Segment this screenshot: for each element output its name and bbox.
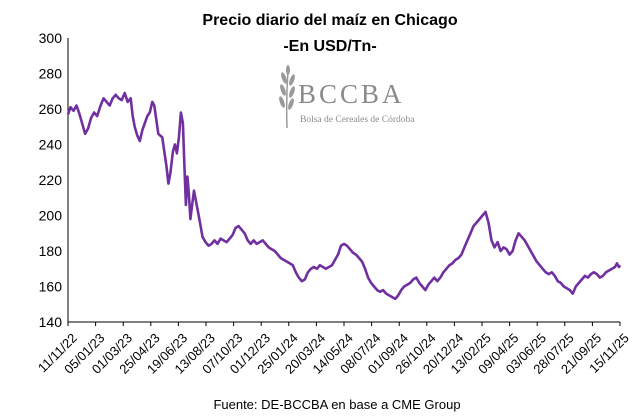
bccba-logo: BCCBA Bolsa de Cereales de Córdoba bbox=[279, 65, 415, 129]
y-tick-label: 220 bbox=[39, 172, 63, 188]
chart-title: Precio diario del maíz en Chicago bbox=[202, 12, 457, 29]
y-tick-label: 140 bbox=[39, 314, 63, 330]
y-tick-label: 200 bbox=[39, 208, 63, 224]
y-tick-label: 260 bbox=[39, 101, 63, 117]
logo-subtitle: Bolsa de Cereales de Córdoba bbox=[300, 115, 415, 125]
y-axis: 140 160 180 200 220 240 260 280 300 bbox=[39, 30, 69, 330]
y-tick-label: 240 bbox=[39, 137, 63, 153]
wheat-icon bbox=[279, 65, 295, 129]
y-tick-label: 160 bbox=[39, 279, 63, 295]
price-series-line bbox=[66, 91, 622, 301]
source-note: Fuente: DE-BCCBA en base a CME Group bbox=[213, 397, 460, 412]
chart-subtitle: -En USD/Tn- bbox=[283, 38, 376, 55]
y-tick-label: 300 bbox=[39, 30, 63, 46]
y-tick-label: 280 bbox=[39, 66, 63, 82]
logo-name: BCCBA bbox=[298, 79, 405, 109]
y-tick-label: 180 bbox=[39, 243, 63, 259]
x-axis: 11/11/2205/01/2301/03/2325/04/2319/06/23… bbox=[35, 321, 632, 377]
